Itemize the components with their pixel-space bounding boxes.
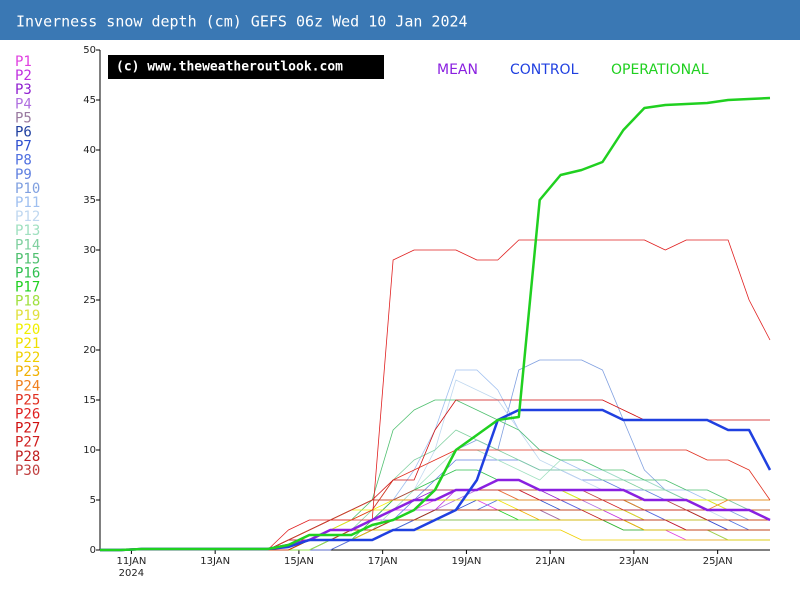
series-line [100,96,771,552]
member-line [100,499,770,551]
title-bar [0,0,800,40]
member-line [100,529,770,551]
y-tick-label: 20 [83,345,96,356]
y-tick-label: 45 [83,95,96,106]
legend-entry: P11 [15,195,40,211]
legend-entry: P16 [15,266,40,282]
x-tick-label: 17JAN [368,556,398,567]
legend-entry: P18 [15,294,40,310]
x-tick-label: 21JAN [535,556,565,567]
y-tick-label: 25 [83,295,96,306]
member-line [100,379,770,551]
legend-entry: P30 [15,463,40,479]
member-line [100,519,770,551]
member-line [100,399,770,551]
member-line [100,519,770,551]
y-tick-label: 35 [83,195,96,206]
x-tick-label: 13JAN [200,556,230,567]
legend-entry: CONTROL [510,62,579,78]
legend-entry: P4 [15,96,32,112]
watermark: (c) www.theweatheroutlook.com [116,60,343,75]
legend-entry: OPERATIONAL [611,62,709,78]
y-tick-label: 30 [83,245,96,256]
legend-entry: P27 [15,435,40,451]
y-tick-label: 50 [83,45,96,56]
member-line [100,499,770,551]
legend-entry: P23 [15,364,40,380]
legend-entry: P2 [15,68,32,84]
member-line [100,499,770,551]
chart-title: Inverness snow depth (cm) GEFS 06z Wed 1… [16,13,468,31]
y-tick-label: 0 [90,545,96,556]
year-label: 2024 [119,568,144,579]
member-line [100,499,770,551]
legend-entry: P17 [15,280,40,296]
member-line [100,499,770,551]
legend-entry: P14 [15,237,40,253]
member-line [100,459,770,551]
watermark-box [108,55,384,79]
legend-entry: P5 [15,110,32,126]
legend-entry: P22 [15,350,40,366]
x-tick-label: 25JAN [703,556,733,567]
legend-entry: P27 [15,421,40,437]
member-line [100,239,771,551]
legend-entry: P24 [15,378,40,394]
legend-entry: P6 [15,125,32,141]
legend-entry: P15 [15,251,40,267]
legend-entry: MEAN [437,62,478,78]
x-tick-label: 11JAN [116,556,146,567]
legend-entry: P19 [15,308,40,324]
y-tick-label: 40 [83,145,96,156]
legend-entry: P25 [15,392,40,408]
x-tick-label: 23JAN [619,556,649,567]
legend-entry: P26 [15,407,40,423]
member-line [100,359,770,551]
legend-entry: P20 [15,322,40,338]
legend-entry: P7 [15,139,32,155]
legend-entry: P10 [15,181,40,197]
legend-entry: P28 [15,449,40,465]
legend-entry: P1 [15,54,32,70]
legend-entry: P13 [15,223,40,239]
y-tick-label: 5 [90,495,96,506]
legend-entry: P21 [15,336,40,352]
y-tick-label: 15 [83,395,96,406]
legend-entry: P12 [15,209,40,225]
x-tick-label: 15JAN [284,556,314,567]
member-line [100,399,770,551]
y-tick-label: 10 [83,445,96,456]
legend-entry: P9 [15,167,32,183]
legend-entry: P3 [15,82,32,98]
legend-entry: P8 [15,153,32,169]
x-tick-label: 19JAN [451,556,481,567]
